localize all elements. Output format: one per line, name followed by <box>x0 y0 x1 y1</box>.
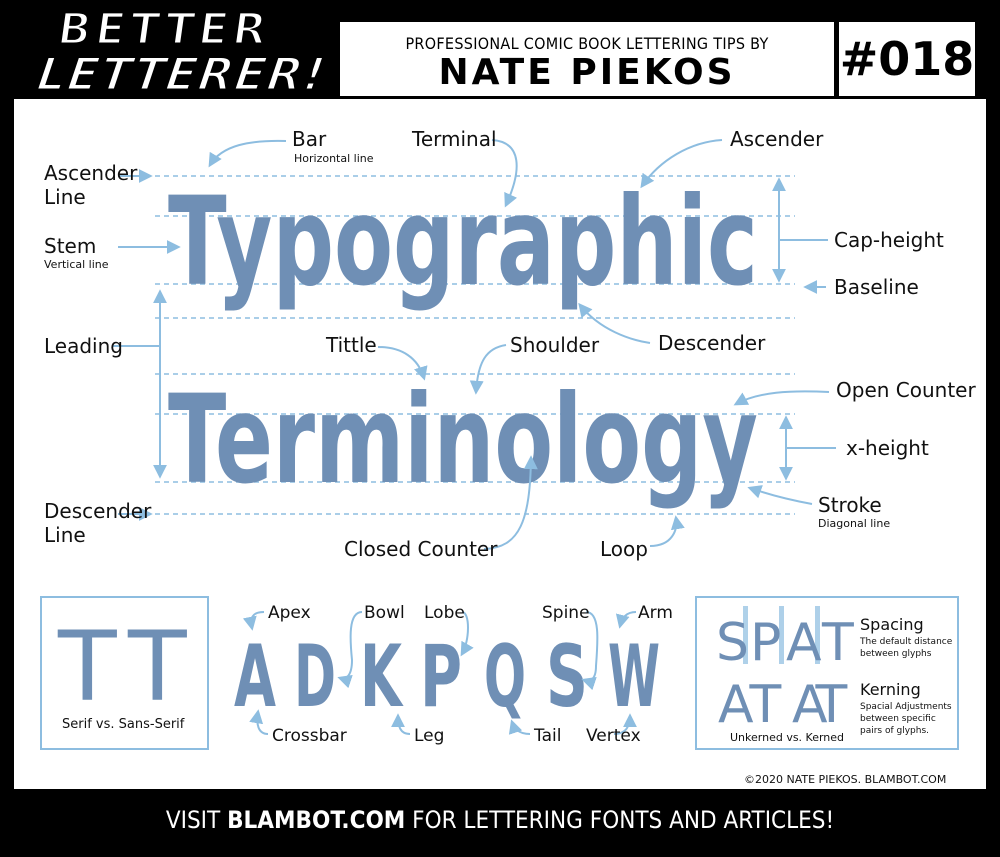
kerning-desc-1: Spacial Adjustments <box>860 702 952 712</box>
label-leg: Leg <box>414 726 444 746</box>
label-vertex: Vertex <box>586 726 641 746</box>
label-loop: Loop <box>600 537 648 561</box>
label-bar: Bar <box>292 127 327 151</box>
label-terminal: Terminal <box>411 127 497 151</box>
spacing-box <box>695 596 959 750</box>
spacing-desc-2: between glyphs <box>860 649 932 659</box>
label-shoulder: Shoulder <box>510 333 600 357</box>
spat-s: S <box>716 613 749 673</box>
main-panel <box>14 99 986 789</box>
spacing-desc-1: The default distance <box>859 637 953 647</box>
label-open-counter: Open Counter <box>836 378 976 402</box>
label-ascender-line-2: Line <box>44 185 86 209</box>
label-bowl: Bowl <box>364 603 405 623</box>
header-subtitle: PROFESSIONAL COMIC BOOK LETTERING TIPS B… <box>405 34 769 53</box>
serif-caption: Serif vs. Sans-Serif <box>62 717 185 732</box>
anatomy-letter-p: P <box>420 627 462 727</box>
ascender-arrow <box>640 139 723 189</box>
spat-a: A <box>786 613 822 673</box>
header-author: NATE PIEKOS <box>438 52 736 93</box>
anatomy-letter-q: Q <box>484 627 526 727</box>
label-stroke-sub: Diagonal line <box>818 517 890 530</box>
label-stroke: Stroke <box>818 493 882 517</box>
word-terminology: Terminology <box>168 369 758 511</box>
serif-box <box>40 596 209 750</box>
terminal-arrow <box>491 139 518 208</box>
label-baseline: Baseline <box>834 275 919 299</box>
sans-glyph: T <box>127 611 187 723</box>
footer-site-link[interactable]: BLAMBOT.COM <box>227 806 406 834</box>
kerning-title: Kerning <box>860 680 921 699</box>
spat-p: P <box>750 613 781 673</box>
spat-t: T <box>821 613 854 673</box>
closed-counter-arrow <box>483 455 538 550</box>
label-cap-height: Cap-height <box>834 228 944 252</box>
spacing-title: Spacing <box>860 615 924 634</box>
label-tail: Tail <box>533 726 561 746</box>
label-apex: Apex <box>268 603 311 623</box>
at-kerned: AT <box>792 675 848 735</box>
anatomy-letter-d: D <box>294 627 336 727</box>
anatomy-letter-a: A <box>234 627 276 727</box>
label-tittle: Tittle <box>325 333 377 357</box>
kerning-desc-2: between specific <box>860 714 936 724</box>
label-descender-line-1: Descender <box>44 499 152 523</box>
bar-arrow <box>208 139 287 168</box>
label-ascender: Ascender <box>730 127 824 151</box>
anatomy-letter-s: S <box>546 627 588 727</box>
label-stem-sub: Vertical line <box>44 258 109 271</box>
open-counter-arrow <box>733 390 830 406</box>
at-unkerned: AT <box>718 675 782 735</box>
label-crossbar: Crossbar <box>272 726 347 746</box>
anatomy-letter-w: W <box>608 627 660 727</box>
footer-post: FOR LETTERING FONTS AND ARTICLES! <box>405 806 835 834</box>
descender-arrow <box>578 302 651 344</box>
loop-arrow <box>649 515 685 547</box>
label-descender-line-2: Line <box>44 523 86 547</box>
label-spine: Spine <box>542 603 590 623</box>
better-letterer-logo: BETTER LETTERER! <box>32 3 330 98</box>
kerning-desc-3: pairs of glyphs. <box>860 726 929 736</box>
label-lobe: Lobe <box>424 603 465 623</box>
label-x-height: x-height <box>846 436 929 460</box>
label-stem: Stem <box>44 234 96 258</box>
label-ascender-line-1: Ascender <box>44 161 138 185</box>
anatomy-letter-k: K <box>360 627 404 727</box>
issue-number: #018 <box>839 22 975 96</box>
logo-line-2: LETTERER! <box>34 47 330 98</box>
spacing-caption: Unkerned vs. Kerned <box>730 731 844 744</box>
footer-pre: VISIT <box>165 806 228 834</box>
copyright: ©2020 NATE PIEKOS. BLAMBOT.COM <box>744 773 946 786</box>
stroke-arrow <box>747 485 813 505</box>
tittle-arrow <box>377 346 428 381</box>
label-descender: Descender <box>658 331 766 355</box>
label-closed-counter: Closed Counter <box>344 537 498 561</box>
serif-glyph: T <box>57 611 117 723</box>
upper-guidelines <box>155 175 795 515</box>
word-typographic: Typographic <box>168 171 758 313</box>
logo-line-1: BETTER <box>54 4 274 55</box>
footer-banner: VISIT BLAMBOT.COM FOR LETTERING FONTS AN… <box>0 800 1000 840</box>
shoulder-arrow <box>469 344 507 395</box>
label-arm: Arm <box>638 603 673 623</box>
header-banner: PROFESSIONAL COMIC BOOK LETTERING TIPS B… <box>340 22 834 96</box>
label-leading: Leading <box>44 334 123 358</box>
label-bar-sub: Horizontal line <box>294 152 374 165</box>
